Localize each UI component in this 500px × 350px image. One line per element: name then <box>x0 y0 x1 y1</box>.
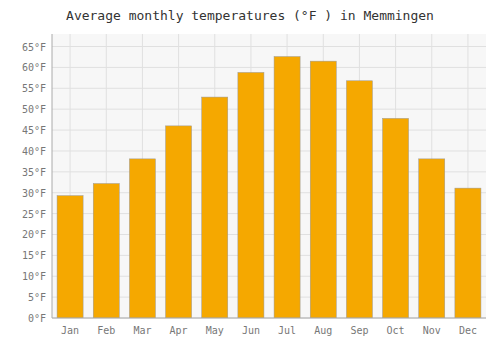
bar <box>455 188 481 318</box>
y-axis-line <box>52 34 53 318</box>
bar <box>57 196 83 318</box>
y-tick-label: 40°F <box>22 146 46 157</box>
bar <box>129 159 155 318</box>
y-tick-label: 35°F <box>22 167 46 178</box>
y-tick-label: 30°F <box>22 188 46 199</box>
y-tick-label: 15°F <box>22 250 46 261</box>
y-tick-label: 50°F <box>22 104 46 115</box>
y-tick-label: 25°F <box>22 209 46 220</box>
x-tick-label: Apr <box>170 325 188 336</box>
bar <box>274 57 300 318</box>
bars <box>57 57 481 318</box>
x-tick-label: Aug <box>314 325 332 336</box>
x-tick-label: Sep <box>350 325 368 336</box>
bar <box>202 97 228 318</box>
y-grid-line <box>52 130 486 131</box>
y-grid-line <box>52 318 486 319</box>
bar <box>383 118 409 318</box>
chart: Average monthly temperatures (°F ) in Me… <box>0 0 500 350</box>
y-grid-line <box>52 67 486 68</box>
x-tick-label: Jan <box>61 325 79 336</box>
bar <box>419 159 445 318</box>
bar <box>346 81 372 318</box>
y-grid-line <box>52 46 486 47</box>
x-tick-label: Feb <box>97 325 115 336</box>
y-tick-label: 5°F <box>28 292 46 303</box>
y-tick-label: 65°F <box>22 42 46 53</box>
bar <box>310 61 336 318</box>
x-tick-label: Oct <box>387 325 405 336</box>
y-grid-line <box>52 109 486 110</box>
y-tick-label: 45°F <box>22 125 46 136</box>
y-tick-label: 10°F <box>22 271 46 282</box>
y-grid-line <box>52 88 486 89</box>
x-tick-label: May <box>206 325 224 336</box>
x-tick-label: Dec <box>459 325 477 336</box>
bar <box>166 126 192 318</box>
y-grid-line <box>52 150 486 151</box>
x-tick-label: Jun <box>242 325 260 336</box>
x-axis-line <box>52 318 486 319</box>
y-tick-label: 0°F <box>28 313 46 324</box>
x-tick-label: Nov <box>423 325 441 336</box>
y-tick-label: 20°F <box>22 229 46 240</box>
grid <box>52 34 486 318</box>
y-tick-label: 60°F <box>22 62 46 73</box>
bar <box>93 184 119 318</box>
y-tick-label: 55°F <box>22 83 46 94</box>
title: Average monthly temperatures (°F ) in Me… <box>66 8 434 23</box>
bar <box>238 72 264 318</box>
plot-background <box>52 34 486 318</box>
x-tick-label: Mar <box>133 325 151 336</box>
x-tick-label: Jul <box>278 325 296 336</box>
